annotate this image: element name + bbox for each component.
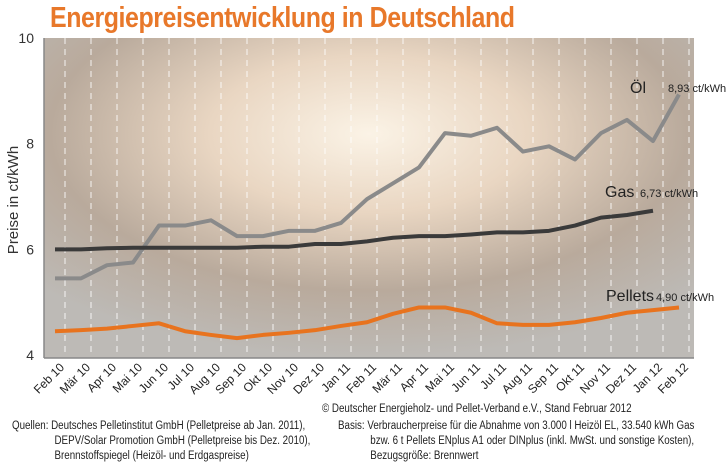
source-line: Quellen: Deutsches Pelletinstitut GmbH (… [12,420,306,432]
series-name-label: Öl [630,79,646,97]
series-line-0 [55,93,681,281]
y-tick-label: 4 [26,347,34,363]
x-tick-label: Jun 10 [136,360,172,396]
series-end-value-label: 6,73 ct/kWh [640,188,698,200]
sources: Quellen: Deutsches Pelletinstitut GmbH (… [12,419,310,464]
y-axis-label: Preise in ct/kWh [5,146,22,254]
y-tick-label: 6 [26,241,34,257]
basis-line: Basis: Verbraucherpreise für die Abnahme… [338,420,695,432]
chart-title: Energiepreisentwicklung in Deutschland [50,2,515,34]
basis-line: bzw. 6 t Pellets ENplus A1 oder DINplus … [370,435,695,447]
series-name-label: Gas [605,184,634,201]
x-tick-label: Mär 11 [369,360,405,396]
y-tick-label: 8 [26,136,34,152]
source-line: DEPV/Solar Promotion GmbH (Pelletpreise … [54,435,311,447]
series-line-2 [54,305,680,341]
series-name-label: Pellets [606,288,654,305]
basis: Basis: Verbraucherpreise für die Abnahme… [338,419,694,464]
series-end-value-label: 8,93 ct/kWh [668,83,726,95]
x-tick-label: Jun 11 [448,360,483,395]
series-line-1 [55,208,654,252]
series-end-value-label: 4,90 ct/kWh [656,292,714,304]
source-line: Brennstoffspiegel (Heizöl- und Erdgaspre… [54,450,249,462]
y-tick-label: 10 [18,30,34,46]
basis-line: Bezugsgröße: Brennwert [370,450,479,462]
copyright: © Deutscher Energieholz- und Pellet-Verb… [322,403,632,415]
